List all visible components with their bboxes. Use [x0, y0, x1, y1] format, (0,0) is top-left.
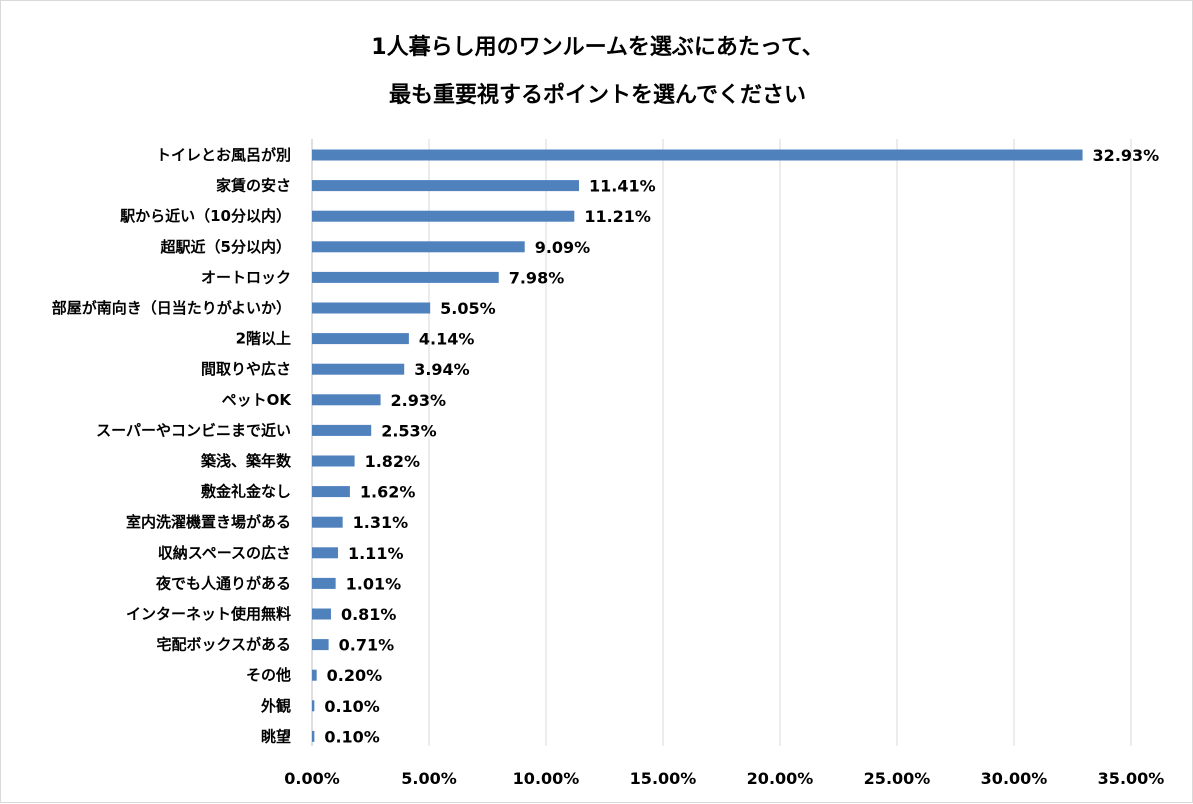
data-label: 1.62%	[360, 483, 416, 502]
data-label: 4.14%	[419, 330, 475, 349]
bar	[312, 333, 409, 345]
category-label: 駅から近い（10分以内）	[119, 207, 291, 225]
x-tick-label: 10.00%	[513, 769, 580, 788]
bar	[312, 424, 372, 436]
data-label: 1.31%	[353, 513, 409, 532]
category-label: 2階以上	[236, 330, 291, 348]
bar	[312, 608, 331, 620]
category-label: トイレとお風呂が別	[156, 146, 291, 164]
data-label: 0.10%	[324, 727, 380, 746]
category-label: 夜でも人通りがある	[155, 574, 291, 592]
chart-title-line-1: 1人暮らし用のワンルームを選ぶにあたって、	[371, 35, 824, 60]
data-label: 2.53%	[381, 421, 437, 440]
category-label: 収納スペースの広さ	[158, 544, 291, 562]
bar	[312, 547, 338, 559]
x-tick-label: 20.00%	[747, 769, 814, 788]
bar	[312, 639, 329, 651]
data-label: 0.10%	[324, 697, 380, 716]
x-tick-label: 5.00%	[401, 769, 457, 788]
data-label: 3.94%	[414, 360, 470, 379]
category-label: 築浅、築年数	[200, 452, 292, 470]
category-label: ペットOK	[222, 391, 293, 409]
bar	[312, 149, 1083, 161]
category-label: 室内洗濯機置き場がある	[126, 513, 291, 531]
bar	[312, 210, 575, 222]
category-label: その他	[246, 666, 291, 684]
category-label: 眺望	[261, 727, 291, 745]
category-label: 敷金礼金なし	[201, 483, 291, 501]
data-label: 1.82%	[365, 452, 421, 471]
bar	[312, 730, 315, 742]
data-label: 9.09%	[535, 238, 591, 257]
data-label: 5.05%	[440, 299, 496, 318]
data-label: 1.11%	[348, 544, 404, 563]
x-tick-label: 0.00%	[284, 769, 340, 788]
x-tick-label: 15.00%	[630, 769, 697, 788]
data-label: 7.98%	[509, 268, 565, 287]
data-label: 0.20%	[327, 666, 383, 685]
bar	[312, 486, 350, 498]
bar	[312, 394, 381, 406]
bar	[312, 180, 579, 192]
data-label: 0.71%	[339, 636, 395, 655]
category-label: 超駅近（5分以内）	[160, 238, 291, 256]
data-label: 11.21%	[584, 207, 651, 226]
data-label: 0.81%	[341, 605, 397, 624]
bar	[312, 363, 405, 375]
category-label: スーパーやコンビニまで近い	[96, 421, 291, 439]
x-tick-label: 35.00%	[1098, 769, 1165, 788]
x-tick-label: 30.00%	[981, 769, 1048, 788]
bar	[312, 455, 355, 467]
category-label: オートロック	[201, 268, 291, 286]
category-label: 部屋が南向き（日当たりがよいか）	[52, 299, 291, 317]
bar	[312, 271, 499, 283]
bar	[312, 241, 525, 253]
data-label: 1.01%	[346, 574, 402, 593]
bar	[312, 700, 315, 712]
data-label: 32.93%	[1093, 146, 1160, 165]
bar	[312, 577, 336, 589]
category-label: 外観	[260, 697, 291, 715]
category-label: 家賃の安さ	[216, 177, 291, 195]
category-label: 間取りや広さ	[201, 360, 291, 378]
bar	[312, 516, 343, 528]
chart-title-line-2: 最も重要視するポイントを選んでください	[389, 83, 806, 108]
category-label: インターネット使用無料	[126, 605, 291, 623]
data-label: 2.93%	[391, 391, 447, 410]
bar	[312, 302, 431, 314]
data-label: 11.41%	[589, 177, 656, 196]
x-tick-label: 25.00%	[864, 769, 931, 788]
bar	[312, 669, 317, 681]
category-label: 宅配ボックスがある	[156, 636, 291, 654]
